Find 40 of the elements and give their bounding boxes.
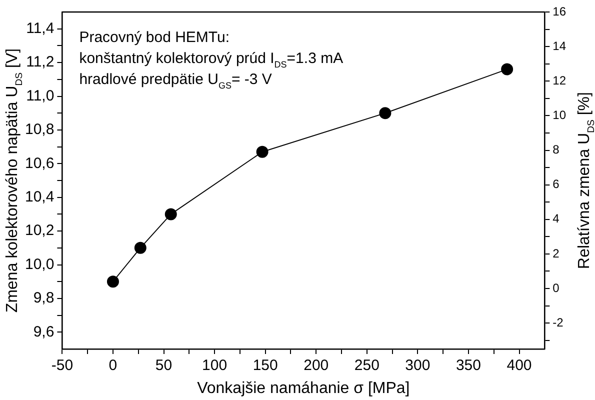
- x-tick-label: 250: [354, 357, 380, 374]
- x-tick-label: 50: [155, 357, 172, 374]
- y-tick-label: 11,2: [26, 54, 54, 71]
- point: [256, 146, 268, 158]
- point: [379, 107, 392, 120]
- y-tick-label: 10,2: [24, 222, 54, 240]
- y-tick-label: 9,6: [33, 323, 54, 340]
- point: [501, 63, 514, 76]
- x-tick-label: -50: [51, 357, 74, 374]
- y2-tick-label: 16: [552, 4, 566, 18]
- point: [134, 242, 146, 254]
- x-tick-label: 0: [108, 357, 118, 374]
- x-tick-label: 150: [252, 357, 278, 374]
- x-tick-label: 200: [304, 357, 329, 374]
- y2-tick-label: 4: [552, 212, 560, 226]
- point: [106, 276, 119, 288]
- y2-tick-label: 0: [552, 280, 560, 295]
- y-axis-title: Zmena kolektorového napätia UDS [V]: [4, 48, 25, 313]
- x-tick-label: 300: [405, 357, 430, 374]
- point: [164, 208, 177, 220]
- y-tick-label: 10,4: [24, 188, 54, 206]
- y2-tick-label: -2: [552, 315, 564, 330]
- y-tick-label: 9,8: [33, 290, 54, 307]
- y2-tick-label: 8: [552, 142, 560, 157]
- y-tick-label: 11,4: [26, 20, 54, 37]
- annotation: Pracovný bod HEMTu:: [79, 29, 230, 46]
- y2-tick-label: 14: [552, 38, 566, 53]
- x-tick-label: 400: [506, 357, 532, 374]
- y-tick-label: 10,8: [24, 121, 54, 138]
- y2-axis-title: Relatívna zmena UDS [%]: [576, 92, 595, 269]
- y-tick-label: 11,0: [26, 87, 54, 104]
- x-axis-title: Vonkajšie namáhanie σ [MPa]: [197, 380, 410, 397]
- y2-tick-label: 6: [552, 177, 560, 192]
- y2-tick-label: 10: [552, 108, 566, 122]
- x-tick-label: 350: [456, 357, 481, 374]
- y-tick-label: 10,0: [24, 256, 54, 273]
- y-tick-label: 10,6: [24, 154, 54, 172]
- y2-tick-label: 2: [552, 246, 560, 260]
- x-tick-label: 100: [202, 357, 228, 374]
- y2-tick-label: 12: [552, 73, 566, 88]
